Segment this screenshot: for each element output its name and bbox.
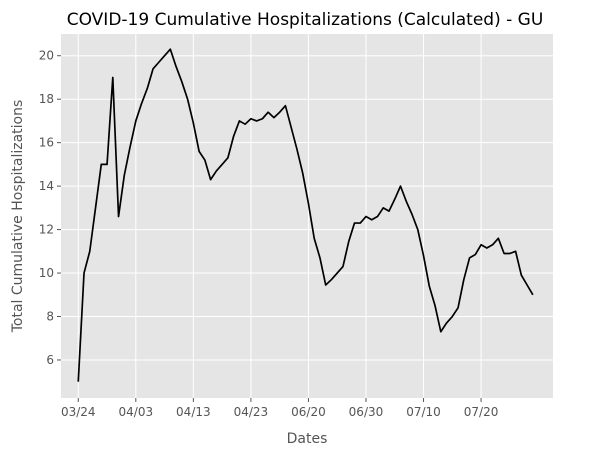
axis-ticks: 6 8 10 12 14 16 18 20 03/24 04/03 04/13 04/23 06/20 0…: [39, 49, 499, 419]
y-axis-label: Total Cumulative Hospitalizations: [10, 100, 26, 334]
x-tick-label: 06/30: [349, 405, 384, 419]
x-tick-label: 07/20: [464, 405, 499, 419]
x-tick-label: 04/23: [234, 405, 269, 419]
y-tick-label: 12: [39, 223, 54, 237]
plot-background: [61, 34, 553, 398]
y-tick-label: 20: [39, 49, 54, 63]
x-tick-label: 04/03: [119, 405, 154, 419]
y-tick-label: 8: [46, 310, 54, 324]
y-tick-label: 14: [39, 179, 54, 193]
x-axis-label: Dates: [287, 431, 328, 447]
series-line: [77, 48, 534, 382]
y-tick-label: 16: [39, 136, 54, 150]
x-tick-label: 06/20: [291, 405, 326, 419]
x-tick-label: 04/13: [176, 405, 211, 419]
chart-title: COVID-19 Cumulative Hospitalizations (Ca…: [67, 10, 544, 30]
x-tick-label: 03/24: [61, 405, 96, 419]
x-tick-label: 07/10: [406, 405, 441, 419]
y-tick-label: 10: [39, 266, 54, 280]
y-tick-label: 6: [46, 353, 54, 367]
y-tick-label: 18: [39, 92, 54, 106]
